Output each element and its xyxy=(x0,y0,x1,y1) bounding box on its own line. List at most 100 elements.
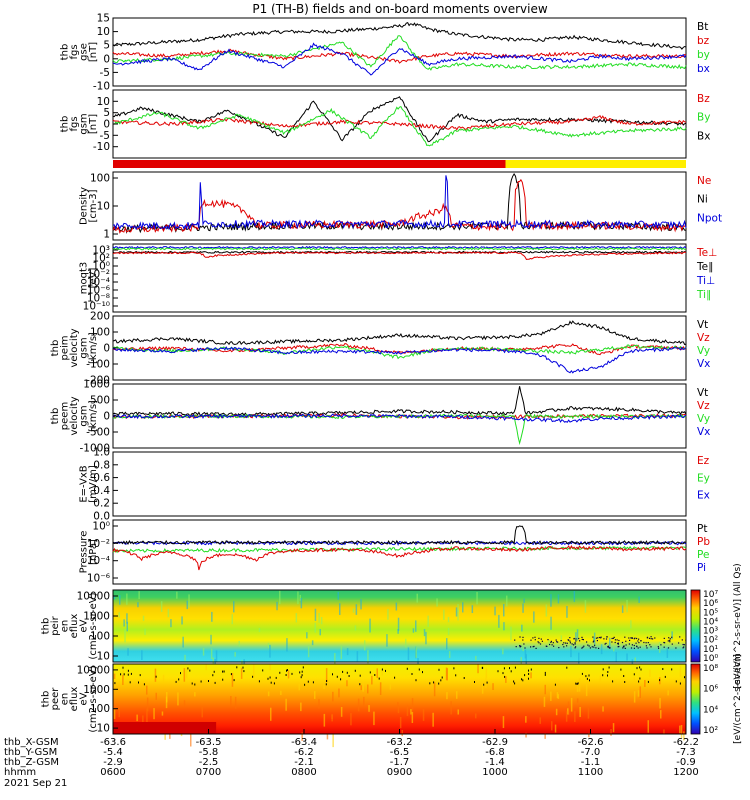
spectrogram-streak xyxy=(113,673,116,679)
spectrogram-dot xyxy=(453,667,455,670)
spectrogram-dot xyxy=(638,638,640,640)
y-axis-label: eflux xyxy=(69,614,80,639)
coord-row-value: -2.9 xyxy=(103,757,123,768)
spectrogram-streak xyxy=(186,600,188,610)
coord-row-value: 1000 xyxy=(482,767,507,778)
spectrogram-streak xyxy=(360,685,362,691)
spectrogram-streak xyxy=(280,690,282,695)
spectrogram-streak xyxy=(230,696,232,707)
spectrogram-dot xyxy=(127,669,129,672)
spectrogram-streak xyxy=(169,732,171,739)
spectrogram-dot xyxy=(258,680,260,683)
spectrogram-streak xyxy=(215,650,218,662)
spectrogram-dot xyxy=(422,671,423,674)
spectrogram-streak xyxy=(525,732,527,738)
colorbar-tick-label: 10⁷ xyxy=(703,590,718,600)
spectrogram-dot xyxy=(594,644,596,646)
spectrogram-streak xyxy=(307,645,310,658)
y-axis-label: [km/s] xyxy=(88,332,99,364)
spectrogram-dot xyxy=(607,646,609,648)
spectrogram-dot xyxy=(474,681,475,683)
spectrogram-streak xyxy=(521,624,523,632)
coord-row-name: hhmm xyxy=(4,767,36,778)
spectrogram-streak xyxy=(176,591,178,599)
y-axis-label: thb xyxy=(60,116,71,133)
spectrogram-streak xyxy=(362,682,364,692)
spectrogram-dot xyxy=(522,679,524,682)
spectrogram-dot xyxy=(519,645,521,647)
chart-title: P1 (TH-B) fields and on-board moments ov… xyxy=(252,2,548,16)
spectrogram-streak xyxy=(609,637,611,648)
spectrogram-dot xyxy=(291,672,293,675)
spectrogram-dot xyxy=(307,680,309,683)
spectrogram-streak xyxy=(399,717,402,729)
spectrogram-dot xyxy=(438,668,440,671)
date-label: 2021 Sep 21 xyxy=(4,778,67,789)
spectrogram-dot xyxy=(612,637,614,639)
spectrogram-dot xyxy=(481,666,483,669)
spectrogram-streak xyxy=(367,684,369,694)
spectrogram-dot xyxy=(583,645,585,647)
y-tick-label: 10 xyxy=(97,201,110,213)
spectrogram-streak xyxy=(287,670,290,679)
spectrogram-dot xyxy=(582,646,584,648)
y-tick-label: 10⁻⁸ xyxy=(87,293,110,305)
spectrogram-streak xyxy=(306,632,308,639)
y-tick-label: -10 xyxy=(93,141,110,153)
spectrogram-dot xyxy=(483,683,485,686)
spectrogram-dot xyxy=(612,680,614,683)
spectrogram-streak xyxy=(334,653,336,665)
coord-row-value: -63.4 xyxy=(291,737,317,748)
spectrogram-streak xyxy=(422,709,425,721)
spectrogram-streak xyxy=(210,634,212,645)
y-tick-label: 1.0 xyxy=(93,447,110,459)
spectrogram-streak xyxy=(238,640,240,647)
spectrogram-dot xyxy=(588,645,590,647)
spectrogram-dot xyxy=(558,647,560,649)
spectrogram-streak xyxy=(144,628,146,635)
spectrogram-dot xyxy=(530,646,532,648)
spectrogram-dot xyxy=(659,679,661,682)
spectrogram-streak xyxy=(411,698,414,711)
spectrogram-dot xyxy=(607,671,609,673)
spectrogram-dot xyxy=(374,674,376,676)
spectrogram-streak xyxy=(481,683,484,694)
spectrogram-dot xyxy=(588,674,590,677)
spectrogram-dot xyxy=(346,671,348,674)
spectrogram-streak xyxy=(485,678,487,688)
colorbar-tick-label: 10⁴ xyxy=(703,617,718,627)
spectrogram-dot xyxy=(598,636,601,639)
spectrogram-streak xyxy=(621,605,624,613)
spectrogram-streak xyxy=(412,628,415,633)
spectrogram-streak xyxy=(502,716,505,728)
spectrogram-streak xyxy=(346,680,348,687)
spectrogram-dot xyxy=(120,673,122,676)
spectrogram-streak xyxy=(557,594,560,604)
spectrogram-streak xyxy=(202,647,205,656)
colorbar-tick-label: 10⁵ xyxy=(703,608,718,618)
spectrogram-dot xyxy=(267,677,269,680)
spectrogram-dot xyxy=(663,637,665,639)
y-axis-label: moqt3 xyxy=(79,262,90,295)
y-tick-label: 0.4 xyxy=(93,485,110,497)
spectrogram-streak xyxy=(285,698,287,711)
spectrogram-streak xyxy=(663,729,665,735)
legend-fgs_gsm: Bz xyxy=(697,93,710,105)
y-axis-label: gsm xyxy=(79,113,90,134)
spectrogram-streak xyxy=(436,598,438,607)
spectrogram-streak xyxy=(146,685,148,695)
legend-density: Ne xyxy=(697,175,711,187)
spectrogram-dot xyxy=(621,641,624,644)
spectrogram-dot xyxy=(418,668,420,671)
spectrogram-dot xyxy=(550,641,552,643)
y-tick-label: 0 xyxy=(103,343,110,355)
spectrogram-streak xyxy=(205,664,207,671)
spectrogram-dot xyxy=(574,642,576,644)
y-tick-label: 100 xyxy=(90,173,110,185)
spectrogram-streak xyxy=(525,716,527,723)
spectrogram-streak xyxy=(368,705,370,712)
spectrogram-dot xyxy=(180,672,181,675)
y-tick-label: 15 xyxy=(97,13,110,25)
spectrogram-streak xyxy=(683,731,685,741)
